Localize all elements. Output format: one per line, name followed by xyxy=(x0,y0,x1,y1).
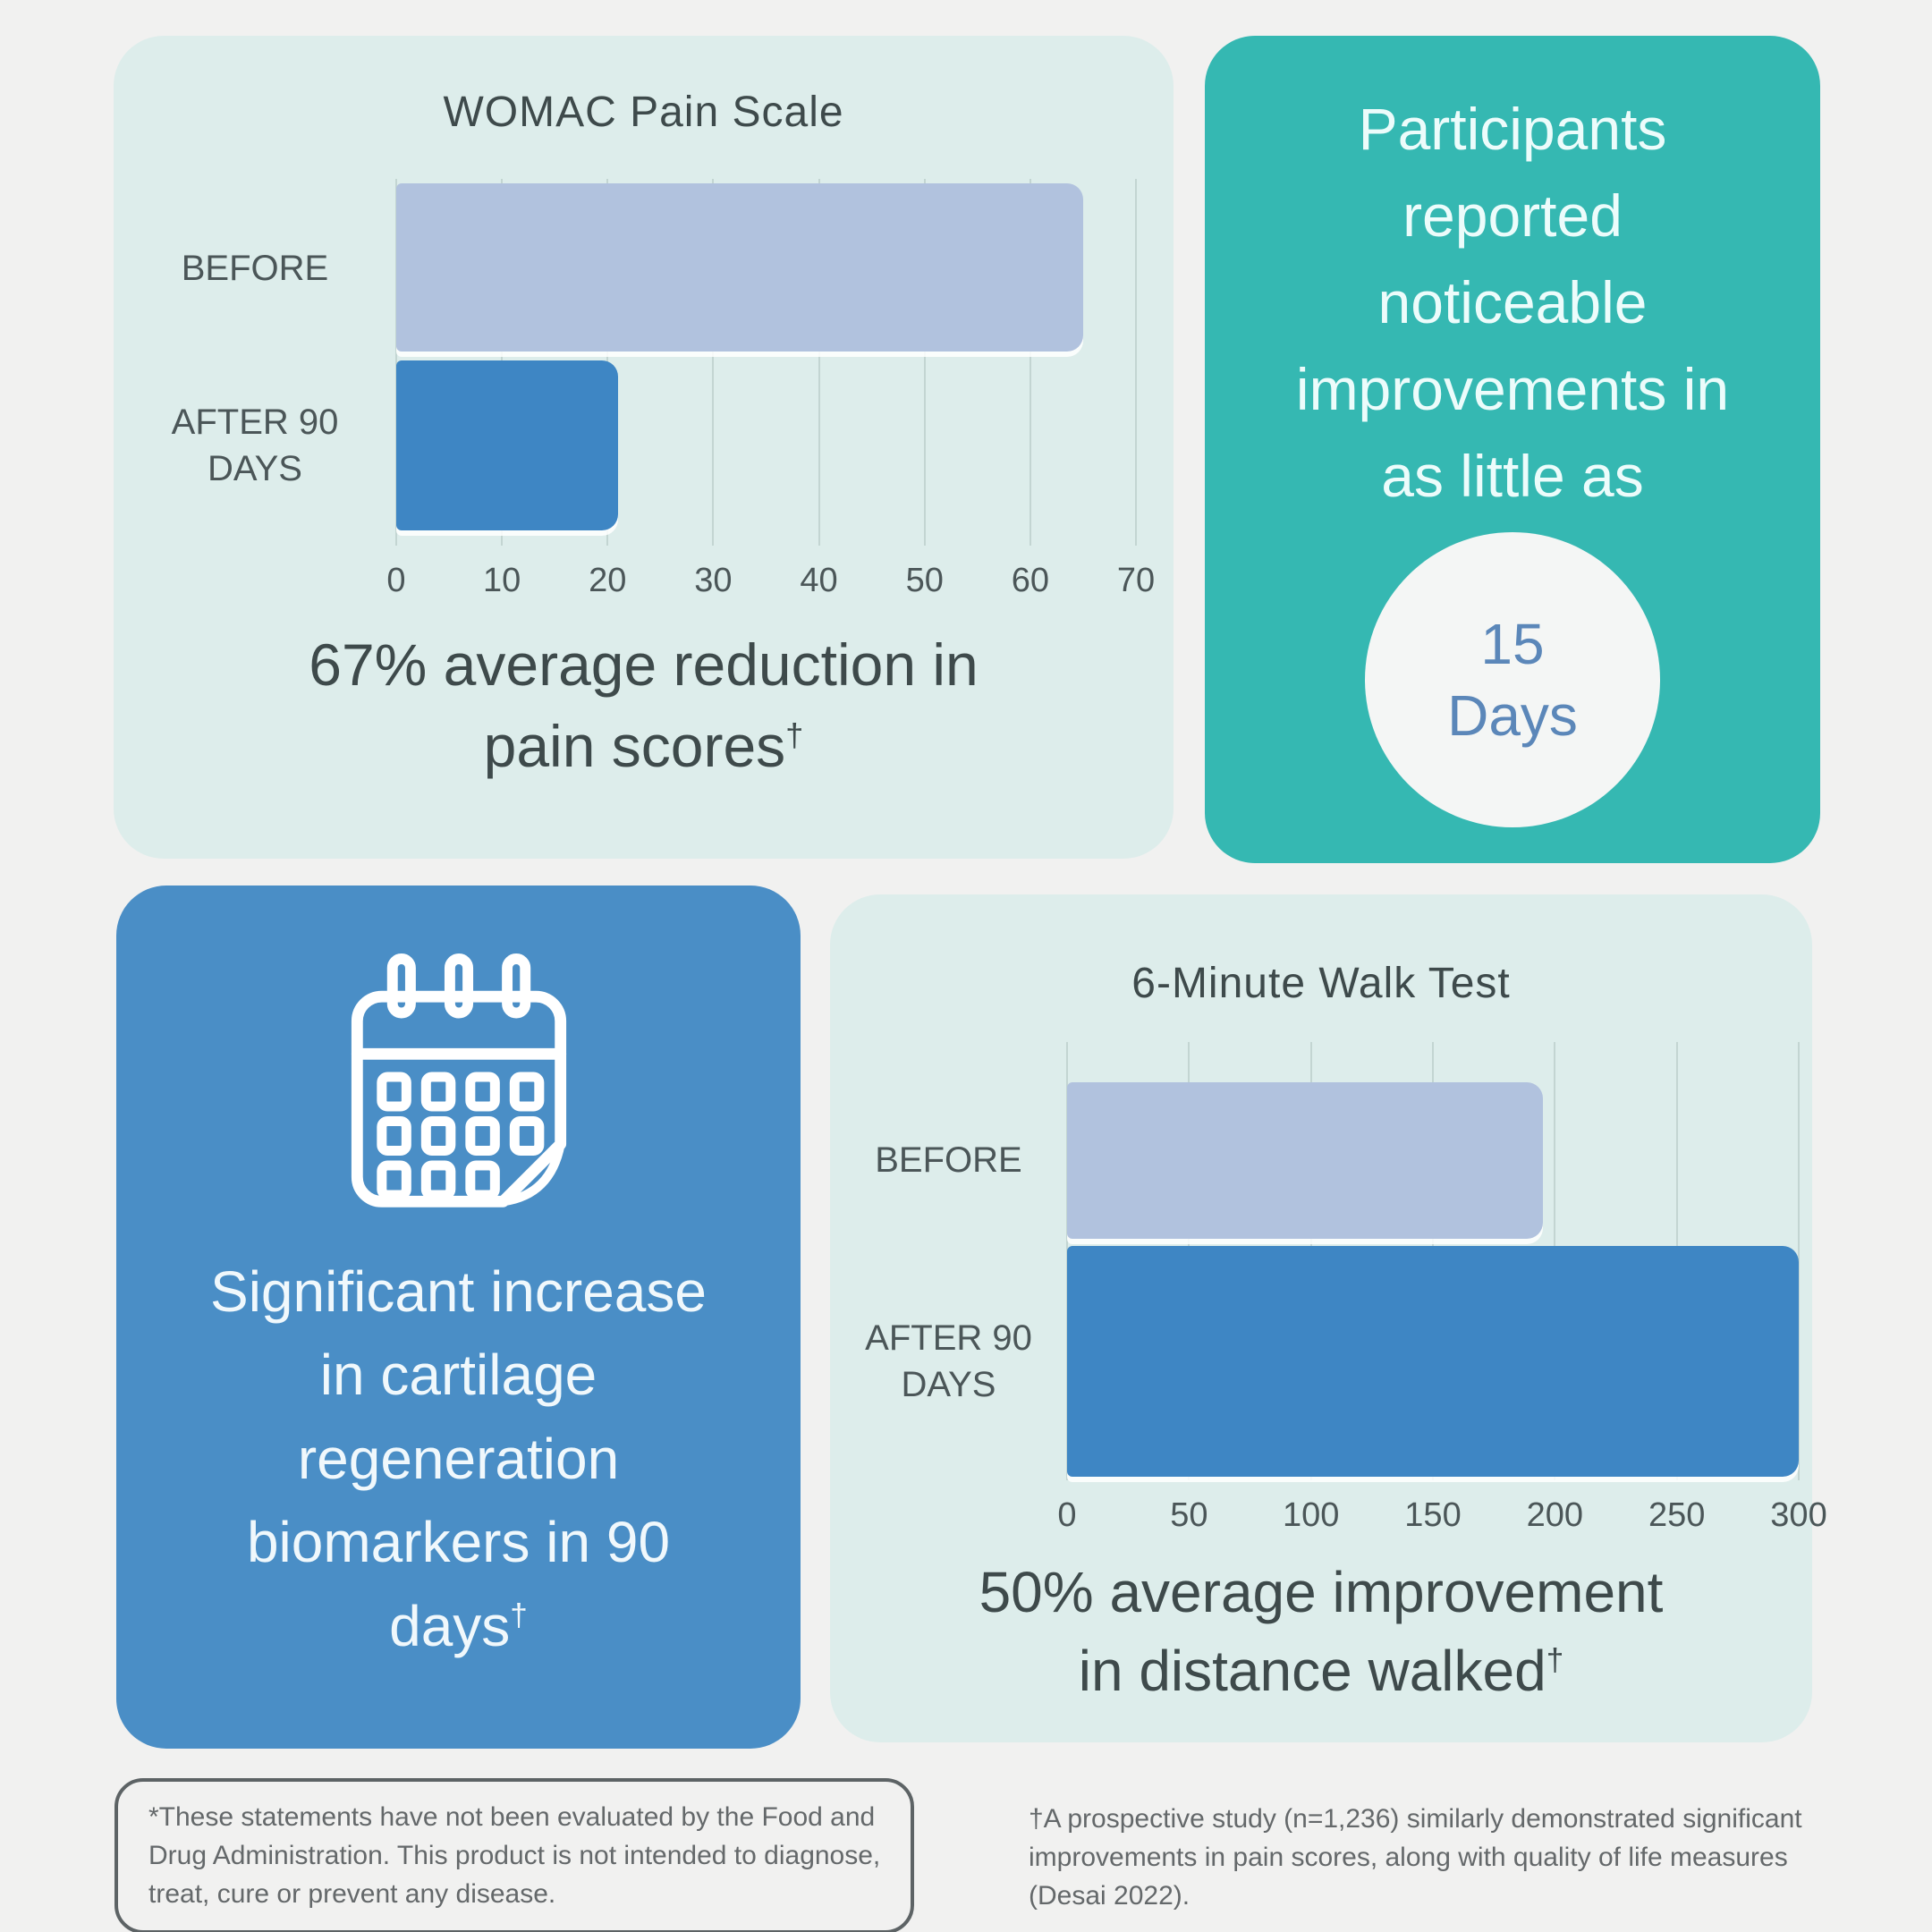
womac-x-axis-ticks: 0 10 20 30 40 50 60 70 xyxy=(386,549,1155,608)
fda-disclaimer-box: *These statements have not been evaluate… xyxy=(114,1778,915,1932)
cartilage-highlight-panel: Significant increase in cartilage regene… xyxy=(116,886,801,1749)
dagger-mark: † xyxy=(785,716,804,754)
walk-plot-area: 0 50 100 150 200 250 300 xyxy=(1057,1042,1827,1543)
walk-chart-title: 6-Minute Walk Test xyxy=(1131,960,1511,1007)
axis-tick-label: 30 xyxy=(694,562,733,599)
category-label-after: AFTER 90 DAYS xyxy=(865,1318,1032,1404)
axis-tick-label: 200 xyxy=(1526,1496,1584,1534)
calendar-icon xyxy=(351,953,566,1208)
axis-tick-label: 40 xyxy=(800,562,838,599)
axis-tick-label: 50 xyxy=(1170,1496,1208,1534)
womac-category-labels: BEFORE AFTER 90 DAYS xyxy=(114,179,396,546)
axis-tick-label: 100 xyxy=(1282,1496,1340,1534)
gridline xyxy=(1798,1042,1800,1480)
axis-tick-label: 60 xyxy=(1011,562,1049,599)
walk-caption: 50% average improvement in distance walk… xyxy=(830,1553,1812,1711)
highlight-line: Participants xyxy=(1358,96,1667,162)
category-label-after: AFTER 90 DAYS xyxy=(171,402,339,488)
highlight-line: reported xyxy=(1402,182,1623,250)
cartilage-line: days† xyxy=(389,1585,528,1668)
axis-tick-label: 150 xyxy=(1404,1496,1462,1534)
cartilage-line: regeneration xyxy=(297,1426,620,1491)
walk-test-chart-panel: 6-Minute Walk Test BEFORE AFTER 90 DAYS … xyxy=(830,894,1827,1742)
highlight-line: improvements in xyxy=(1295,356,1730,423)
category-label-before: BEFORE xyxy=(181,249,329,288)
gridline xyxy=(1135,179,1137,546)
walk-caption-line2: in distance walked xyxy=(1078,1639,1546,1704)
walk-category-labels: BEFORE AFTER 90 DAYS xyxy=(830,1042,1067,1480)
womac-caption-line2: pain scores xyxy=(483,713,786,780)
fifteen-days-badge: 15 Days xyxy=(1365,532,1660,828)
highlight-line: as little as xyxy=(1381,443,1644,510)
cartilage-line: in cartilage xyxy=(319,1343,597,1408)
gridline xyxy=(712,179,715,546)
badge-number: 15 xyxy=(1480,612,1545,677)
axis-tick-label: 20 xyxy=(589,562,627,599)
womac-chart-panel: WOMAC Pain Scale BEFORE AFTER 90 DAYS 0 1… xyxy=(114,36,1174,859)
cartilage-line: Significant increase xyxy=(210,1259,707,1324)
walk-plot xyxy=(1066,1042,1800,1480)
gridline xyxy=(1029,179,1031,546)
womac-plot-area: 0 10 20 30 40 50 60 70 xyxy=(386,179,1155,608)
axis-tick-label: 250 xyxy=(1648,1496,1706,1534)
womac-plot xyxy=(395,179,1137,546)
disclaimer-line: Drug Administration. This product is not… xyxy=(148,1841,881,1871)
study-footnote-line: †A prospective study (n=1,236) similarly… xyxy=(1029,1804,1802,1834)
axis-tick-label: 0 xyxy=(386,562,406,599)
womac-caption: 67% average reduction in pain scores† xyxy=(114,624,1174,787)
womac-chart-title: WOMAC Pain Scale xyxy=(443,89,844,136)
study-footnote: †A prospective study (n=1,236) similarly… xyxy=(1029,1800,1802,1916)
study-footnote-line: improvements in pain scores, along with … xyxy=(1029,1843,1788,1873)
dagger-mark: † xyxy=(510,1597,528,1633)
womac-caption-line1: 67% average reduction in xyxy=(309,631,979,698)
axis-tick-label: 0 xyxy=(1057,1496,1077,1534)
axis-tick-label: 300 xyxy=(1770,1496,1827,1534)
highlight-line: noticeable xyxy=(1377,269,1648,336)
womac-bar-before xyxy=(396,183,1083,352)
badge-word: Days xyxy=(1447,683,1578,749)
walk-bar-before xyxy=(1067,1082,1543,1239)
axis-tick-label: 50 xyxy=(905,562,944,599)
axis-tick-label: 10 xyxy=(483,562,521,599)
cartilage-line: biomarkers in 90 xyxy=(246,1510,671,1575)
study-footnote-line: (Desai 2022). xyxy=(1029,1881,1191,1911)
category-label-before: BEFORE xyxy=(875,1140,1022,1180)
dagger-mark: † xyxy=(1546,1642,1564,1678)
axis-tick-label: 70 xyxy=(1116,562,1156,599)
gridline xyxy=(923,179,926,546)
participants-highlight-panel: Participants reported noticeable improve… xyxy=(1205,36,1820,863)
walk-bar-after xyxy=(1067,1246,1799,1477)
walk-caption-line1: 50% average improvement xyxy=(979,1560,1664,1624)
disclaimer-line: *These statements have not been evaluate… xyxy=(148,1802,876,1832)
gridline xyxy=(818,179,820,546)
cartilage-last-word: days xyxy=(389,1593,511,1658)
disclaimer-line: treat, cure or prevent any disease. xyxy=(148,1879,556,1910)
walk-x-axis-ticks: 0 50 100 150 200 250 300 xyxy=(1057,1484,1826,1543)
womac-bar-after xyxy=(396,360,619,530)
